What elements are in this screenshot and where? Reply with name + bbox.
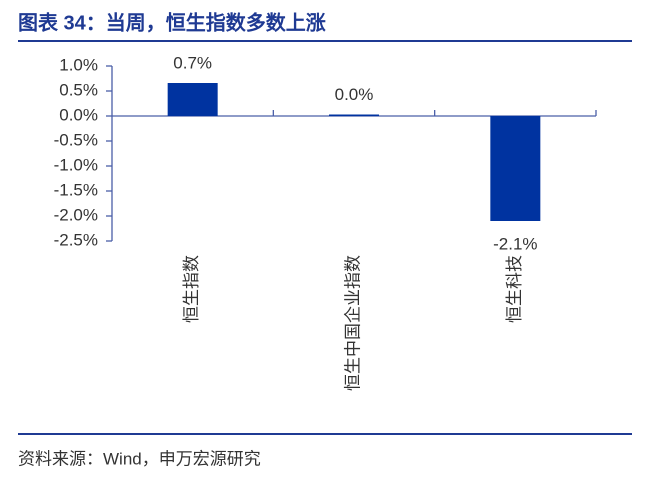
- y-tick-label: -1.0%: [54, 155, 98, 174]
- y-tick-label: 1.0%: [59, 55, 98, 74]
- y-tick-label: -2.5%: [54, 230, 98, 249]
- y-tick-label: -2.0%: [54, 205, 98, 224]
- y-tick-label: -0.5%: [54, 130, 98, 149]
- x-tick-label: 恒生科技: [505, 255, 524, 323]
- y-tick-label: 0.5%: [59, 80, 98, 99]
- source: 资料来源：Wind，申万宏源研究: [18, 449, 261, 468]
- value-label: 0.7%: [173, 53, 212, 72]
- chart-title: 图表 34：当周，恒生指数多数上涨: [18, 10, 326, 34]
- bar: [329, 114, 379, 116]
- value-label: 0.0%: [335, 85, 374, 104]
- x-tick-label: 恒生中国企业指数: [343, 255, 362, 391]
- value-label: -2.1%: [493, 234, 537, 253]
- bar: [167, 83, 218, 116]
- x-tick-label: 恒生指数: [182, 255, 201, 323]
- y-tick-label: -1.5%: [54, 180, 98, 199]
- y-tick-label: 0.0%: [59, 105, 98, 124]
- bar: [490, 116, 541, 221]
